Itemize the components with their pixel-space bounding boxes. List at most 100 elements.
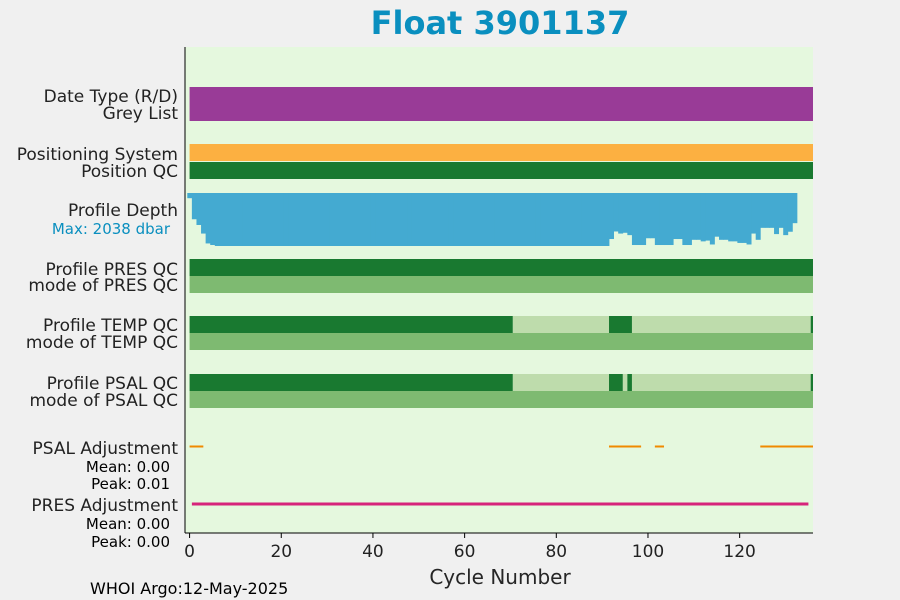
depth-bar-66 bbox=[489, 193, 495, 246]
depth-bar-90 bbox=[599, 193, 605, 246]
depth-bar-83 bbox=[567, 193, 573, 246]
depth-bar-0 bbox=[187, 193, 193, 199]
depth-bar-128 bbox=[774, 193, 780, 235]
depth-bar-10 bbox=[233, 193, 239, 246]
depth-bar-88 bbox=[590, 193, 596, 246]
depth-bar-38 bbox=[361, 193, 367, 246]
psal-peak-label: Peak: 0.01 bbox=[91, 475, 170, 493]
status-bar-8-3 bbox=[810, 374, 813, 391]
row-label-1: Grey List bbox=[103, 104, 179, 124]
depth-bar-31 bbox=[329, 193, 335, 246]
row-label-6: Profile TEMP QC bbox=[43, 316, 178, 336]
status-bar-7-0 bbox=[189, 333, 814, 350]
depth-bar-96 bbox=[627, 193, 633, 236]
depth-bar-5 bbox=[210, 193, 216, 246]
status-bar-alt-8-2 bbox=[631, 374, 811, 391]
depth-bar-8 bbox=[223, 193, 229, 246]
depth-bar-32 bbox=[333, 193, 339, 246]
depth-bar-36 bbox=[352, 193, 358, 246]
depth-bar-71 bbox=[512, 193, 518, 246]
depth-bar-25 bbox=[301, 193, 307, 246]
depth-bar-28 bbox=[315, 193, 321, 246]
depth-bar-113 bbox=[705, 193, 711, 241]
depth-bar-77 bbox=[540, 193, 546, 246]
depth-bar-34 bbox=[343, 193, 349, 246]
depth-bar-80 bbox=[554, 193, 559, 246]
x-tick-label-60: 60 bbox=[454, 542, 476, 562]
depth-bar-86 bbox=[581, 193, 587, 246]
depth-bar-103 bbox=[659, 193, 665, 246]
depth-bar-62 bbox=[471, 193, 477, 246]
status-bar-alt-8-1 bbox=[622, 374, 628, 391]
depth-bar-23 bbox=[292, 193, 298, 246]
depth-bar-61 bbox=[466, 193, 472, 246]
row-label-0: Date Type (R/D) bbox=[44, 87, 178, 107]
depth-bar-12 bbox=[242, 193, 248, 246]
depth-bar-14 bbox=[251, 193, 257, 246]
depth-bar-130 bbox=[783, 193, 789, 236]
row-label-3: Position QC bbox=[81, 162, 178, 182]
depth-bar-54 bbox=[434, 193, 440, 246]
depth-bar-115 bbox=[714, 193, 720, 237]
depth-bar-73 bbox=[521, 193, 527, 246]
depth-bar-76 bbox=[535, 193, 541, 246]
depth-bar-123 bbox=[751, 193, 757, 234]
depth-bar-79 bbox=[549, 193, 555, 246]
depth-bar-47 bbox=[402, 193, 408, 246]
depth-bar-69 bbox=[503, 193, 509, 246]
depth-bar-27 bbox=[311, 193, 317, 246]
depth-bar-63 bbox=[476, 193, 482, 246]
row-label-7: mode of TEMP QC bbox=[26, 333, 178, 353]
depth-bar-100 bbox=[645, 193, 651, 239]
depth-bar-99 bbox=[641, 193, 647, 246]
status-bar-0-0 bbox=[189, 87, 814, 104]
depth-bar-72 bbox=[517, 193, 523, 246]
depth-bar-81 bbox=[558, 193, 564, 246]
status-bar-3-0 bbox=[189, 162, 814, 179]
depth-bar-108 bbox=[682, 193, 688, 246]
depth-bar-95 bbox=[622, 193, 628, 233]
pres-peak-label: Peak: 0.00 bbox=[91, 533, 170, 551]
depth-bar-78 bbox=[544, 193, 550, 246]
pres-mean-label: Mean: 0.00 bbox=[86, 515, 170, 533]
depth-bar-109 bbox=[686, 193, 692, 246]
depth-bar-107 bbox=[677, 193, 683, 240]
status-bar-alt-8-0 bbox=[512, 374, 610, 391]
depth-bar-48 bbox=[407, 193, 413, 246]
x-axis-label: Cycle Number bbox=[429, 565, 571, 589]
depth-bar-16 bbox=[260, 193, 266, 246]
depth-bar-52 bbox=[425, 193, 431, 246]
depth-bar-116 bbox=[719, 193, 725, 240]
depth-bar-17 bbox=[265, 193, 271, 246]
depth-bar-114 bbox=[709, 193, 715, 245]
depth-bar-97 bbox=[631, 193, 637, 246]
depth-bar-49 bbox=[411, 193, 417, 246]
depth-bar-13 bbox=[246, 193, 252, 246]
status-bar-6-2 bbox=[810, 316, 813, 333]
depth-bar-33 bbox=[338, 193, 344, 246]
depth-bar-35 bbox=[347, 193, 353, 246]
depth-bar-70 bbox=[508, 193, 514, 246]
row-label-5: mode of PRES QC bbox=[28, 276, 178, 296]
psal-adjustment-label: PSAL Adjustment bbox=[33, 439, 179, 459]
depth-bar-91 bbox=[604, 193, 610, 246]
depth-bar-94 bbox=[618, 193, 624, 234]
status-bar-8-0 bbox=[189, 374, 513, 391]
status-bar-8-1 bbox=[609, 374, 623, 391]
footer-text: WHOI Argo:12-May-2025 bbox=[90, 579, 288, 598]
depth-bar-67 bbox=[494, 193, 500, 246]
depth-bar-1 bbox=[191, 193, 197, 220]
depth-bar-21 bbox=[283, 193, 289, 246]
depth-bar-121 bbox=[741, 193, 747, 243]
depth-bar-51 bbox=[421, 193, 427, 246]
depth-bar-11 bbox=[237, 193, 243, 246]
depth-bar-50 bbox=[416, 193, 422, 246]
depth-bar-37 bbox=[356, 193, 362, 246]
depth-bar-82 bbox=[563, 193, 569, 246]
chart-title: Float 3901137 bbox=[371, 4, 630, 42]
profile-depth-label: Profile Depth bbox=[68, 201, 178, 221]
depth-bar-65 bbox=[485, 193, 491, 246]
depth-bar-106 bbox=[673, 193, 679, 240]
depth-bar-125 bbox=[760, 193, 766, 228]
